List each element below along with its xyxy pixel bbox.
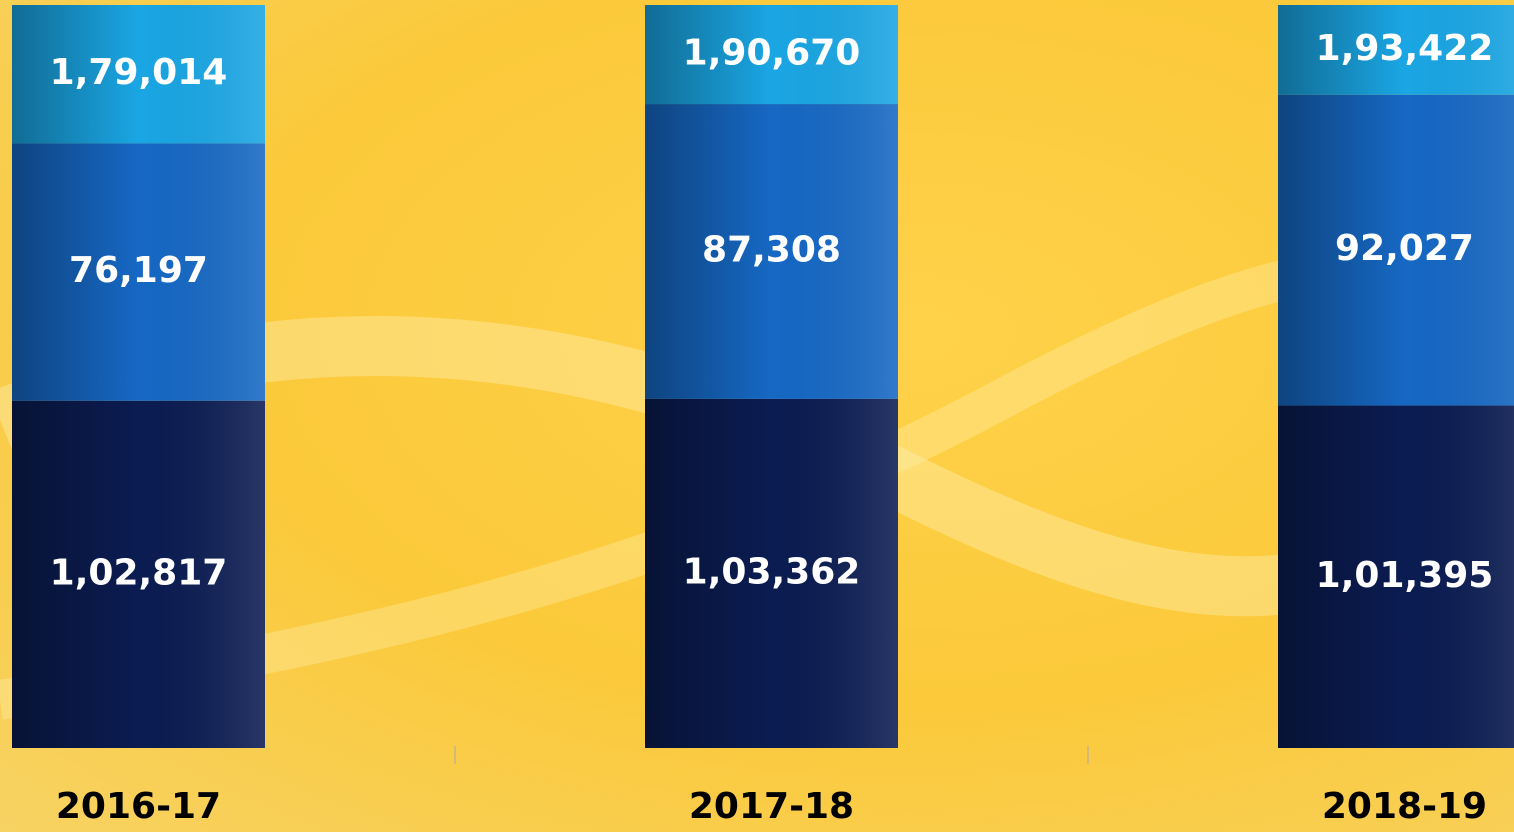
bar-shade — [645, 104, 898, 399]
bar-shade — [1278, 405, 1514, 748]
bar-shade — [12, 400, 265, 748]
total-label: 1,79,014 — [50, 52, 228, 93]
bar-shade — [12, 143, 265, 401]
value-label: 76,197 — [69, 250, 208, 291]
bar-shade — [1278, 94, 1514, 406]
value-label: 1,01,395 — [1316, 555, 1494, 596]
bar-shade — [645, 398, 898, 748]
total-label: 1,90,670 — [683, 33, 861, 74]
x-tick-label: 2016-17 — [56, 786, 221, 827]
value-label: 92,027 — [1335, 228, 1474, 269]
bar-shade — [645, 5, 898, 105]
bar-shade — [12, 5, 265, 144]
value-label: 1,03,362 — [683, 551, 861, 592]
x-tick-label: 2017-18 — [689, 786, 854, 827]
value-label: 1,02,817 — [50, 552, 228, 593]
x-tick-label: 2018-19 — [1322, 786, 1487, 827]
value-label: 87,308 — [702, 229, 841, 270]
total-label: 1,93,422 — [1316, 28, 1494, 69]
bar-shade — [1278, 5, 1514, 95]
